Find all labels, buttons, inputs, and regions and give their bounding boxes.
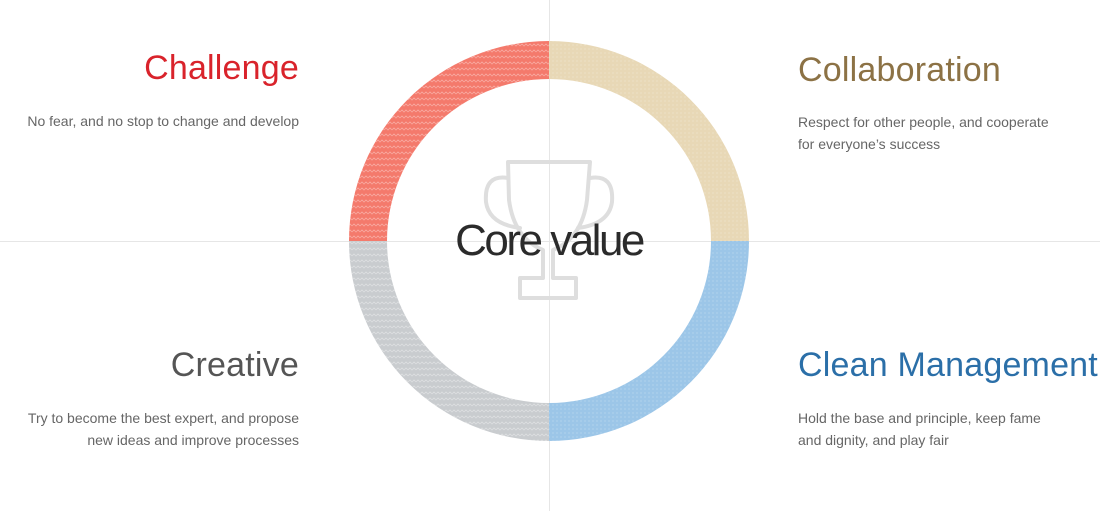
center-title: Core value (455, 216, 645, 265)
ring-texture-left (349, 41, 549, 441)
collaboration-description: Respect for other people, and cooperate f… (798, 111, 1068, 155)
clean-management-description-line1: Hold the base and principle, keep fame (798, 410, 1041, 426)
trophy-icon (483, 160, 615, 300)
quadrant-challenge: Challenge No fear, and no stop to change… (0, 48, 299, 132)
quadrant-creative: Creative Try to become the best expert, … (0, 345, 299, 451)
collaboration-description-line1: Respect for other people, and cooperate (798, 114, 1049, 130)
creative-title: Creative (170, 346, 299, 384)
collaboration-description-line2: for everyone’s success (798, 136, 941, 152)
clean-management-description-line2: and dignity, and play fair (798, 432, 949, 448)
quadrant-clean-management: Clean Management Hold the base and princ… (798, 345, 1098, 451)
ring-texture-right (549, 41, 749, 441)
horizontal-divider (0, 241, 1100, 242)
challenge-description: No fear, and no stop to change and devel… (27, 113, 299, 129)
clean-management-title: Clean Management (798, 346, 1098, 384)
vertical-divider (549, 0, 550, 511)
quadrant-collaboration: Collaboration Respect for other people, … (798, 50, 1068, 155)
collaboration-title: Collaboration (798, 51, 1001, 89)
challenge-title: Challenge (144, 49, 299, 87)
creative-description-line2: new ideas and improve processes (87, 432, 299, 448)
creative-description: Try to become the best expert, and propo… (0, 407, 299, 451)
creative-description-line1: Try to become the best expert, and propo… (27, 410, 299, 426)
clean-management-description: Hold the base and principle, keep fame an… (798, 407, 1068, 451)
